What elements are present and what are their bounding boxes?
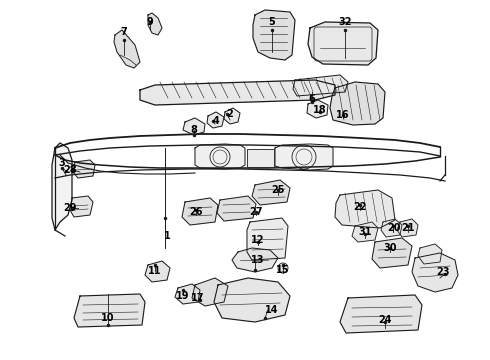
- Text: 30: 30: [383, 243, 397, 253]
- Polygon shape: [307, 100, 328, 118]
- Text: 24: 24: [378, 315, 392, 325]
- Text: 10: 10: [101, 313, 115, 323]
- Polygon shape: [372, 238, 412, 268]
- Text: 22: 22: [353, 202, 367, 212]
- FancyBboxPatch shape: [247, 149, 274, 167]
- Text: 16: 16: [336, 110, 350, 120]
- Text: 25: 25: [271, 185, 285, 195]
- Text: 32: 32: [338, 17, 352, 27]
- Polygon shape: [195, 144, 245, 169]
- Text: 18: 18: [313, 105, 327, 115]
- Polygon shape: [335, 190, 395, 228]
- Polygon shape: [52, 143, 72, 230]
- Polygon shape: [207, 112, 224, 128]
- Text: 27: 27: [249, 207, 263, 217]
- Circle shape: [278, 263, 288, 273]
- Polygon shape: [340, 295, 422, 333]
- Polygon shape: [182, 198, 218, 225]
- Text: 15: 15: [276, 265, 290, 275]
- Text: 4: 4: [213, 116, 220, 126]
- Text: 8: 8: [191, 125, 197, 135]
- Text: 7: 7: [121, 27, 127, 37]
- Text: 6: 6: [309, 94, 316, 104]
- Text: 29: 29: [63, 203, 77, 213]
- Polygon shape: [293, 75, 348, 96]
- Polygon shape: [247, 218, 288, 260]
- Polygon shape: [217, 196, 256, 221]
- Text: 21: 21: [401, 223, 415, 233]
- Polygon shape: [397, 219, 418, 237]
- Polygon shape: [275, 144, 333, 170]
- Text: 31: 31: [358, 227, 372, 237]
- Text: 19: 19: [176, 291, 190, 301]
- Polygon shape: [175, 284, 200, 304]
- Polygon shape: [418, 244, 442, 264]
- Text: 9: 9: [147, 17, 153, 27]
- Polygon shape: [74, 294, 145, 327]
- Text: 11: 11: [148, 266, 162, 276]
- Text: 2: 2: [227, 109, 233, 119]
- Polygon shape: [330, 82, 385, 125]
- Polygon shape: [114, 30, 140, 68]
- Polygon shape: [352, 222, 378, 242]
- Polygon shape: [70, 196, 93, 217]
- Polygon shape: [73, 160, 95, 178]
- Polygon shape: [308, 22, 378, 65]
- Text: 5: 5: [269, 17, 275, 27]
- Polygon shape: [192, 278, 228, 306]
- Text: 12: 12: [251, 235, 265, 245]
- Polygon shape: [253, 10, 295, 60]
- Polygon shape: [140, 80, 335, 105]
- Text: 17: 17: [191, 293, 205, 303]
- Text: 14: 14: [265, 305, 279, 315]
- Polygon shape: [145, 261, 170, 282]
- Text: 3: 3: [59, 158, 65, 168]
- Text: 28: 28: [63, 165, 77, 175]
- Polygon shape: [232, 248, 278, 272]
- Text: 20: 20: [387, 223, 401, 233]
- Text: 1: 1: [164, 231, 171, 241]
- Polygon shape: [381, 219, 402, 237]
- Polygon shape: [412, 253, 458, 292]
- Text: 26: 26: [189, 207, 203, 217]
- Text: 13: 13: [251, 255, 265, 265]
- Text: 23: 23: [436, 267, 450, 277]
- Polygon shape: [214, 278, 290, 322]
- Polygon shape: [183, 118, 205, 135]
- Polygon shape: [148, 13, 162, 35]
- Polygon shape: [252, 180, 290, 205]
- Polygon shape: [224, 108, 240, 124]
